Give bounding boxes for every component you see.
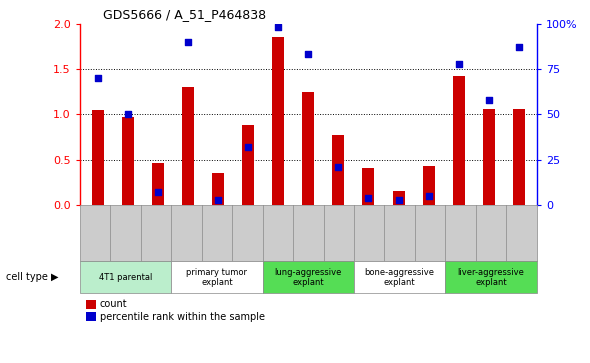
Point bbox=[153, 189, 163, 195]
Text: count: count bbox=[100, 299, 127, 309]
Point bbox=[514, 44, 523, 50]
Bar bbox=[453, 76, 465, 205]
Point bbox=[274, 24, 283, 30]
Point bbox=[454, 61, 463, 66]
Bar bbox=[302, 91, 314, 205]
Bar bbox=[152, 163, 164, 205]
Bar bbox=[272, 37, 284, 205]
Bar bbox=[513, 109, 525, 205]
Point bbox=[394, 197, 403, 203]
Bar bbox=[242, 125, 254, 205]
Bar bbox=[212, 173, 224, 205]
Text: primary tumor
explant: primary tumor explant bbox=[186, 268, 247, 287]
Bar bbox=[182, 87, 194, 205]
Bar bbox=[392, 191, 405, 205]
Text: 4T1 parental: 4T1 parental bbox=[99, 273, 152, 282]
Bar bbox=[91, 110, 104, 205]
Point bbox=[424, 193, 433, 199]
Point bbox=[363, 195, 373, 201]
Point bbox=[303, 52, 313, 57]
Point bbox=[244, 144, 253, 150]
Point bbox=[183, 39, 193, 45]
Text: bone-aggressive
explant: bone-aggressive explant bbox=[365, 268, 435, 287]
Text: liver-aggressive
explant: liver-aggressive explant bbox=[458, 268, 525, 287]
Point bbox=[333, 164, 343, 170]
Point bbox=[484, 97, 493, 103]
Bar bbox=[483, 109, 495, 205]
Point bbox=[214, 197, 223, 203]
Text: lung-aggressive
explant: lung-aggressive explant bbox=[274, 268, 342, 287]
Point bbox=[123, 111, 133, 117]
Bar bbox=[422, 166, 435, 205]
Bar bbox=[362, 168, 375, 205]
Text: GDS5666 / A_51_P464838: GDS5666 / A_51_P464838 bbox=[103, 8, 266, 21]
Bar bbox=[332, 135, 345, 205]
Text: percentile rank within the sample: percentile rank within the sample bbox=[100, 312, 265, 322]
Text: cell type ▶: cell type ▶ bbox=[6, 272, 58, 282]
Bar bbox=[122, 117, 134, 205]
Point bbox=[93, 75, 103, 81]
